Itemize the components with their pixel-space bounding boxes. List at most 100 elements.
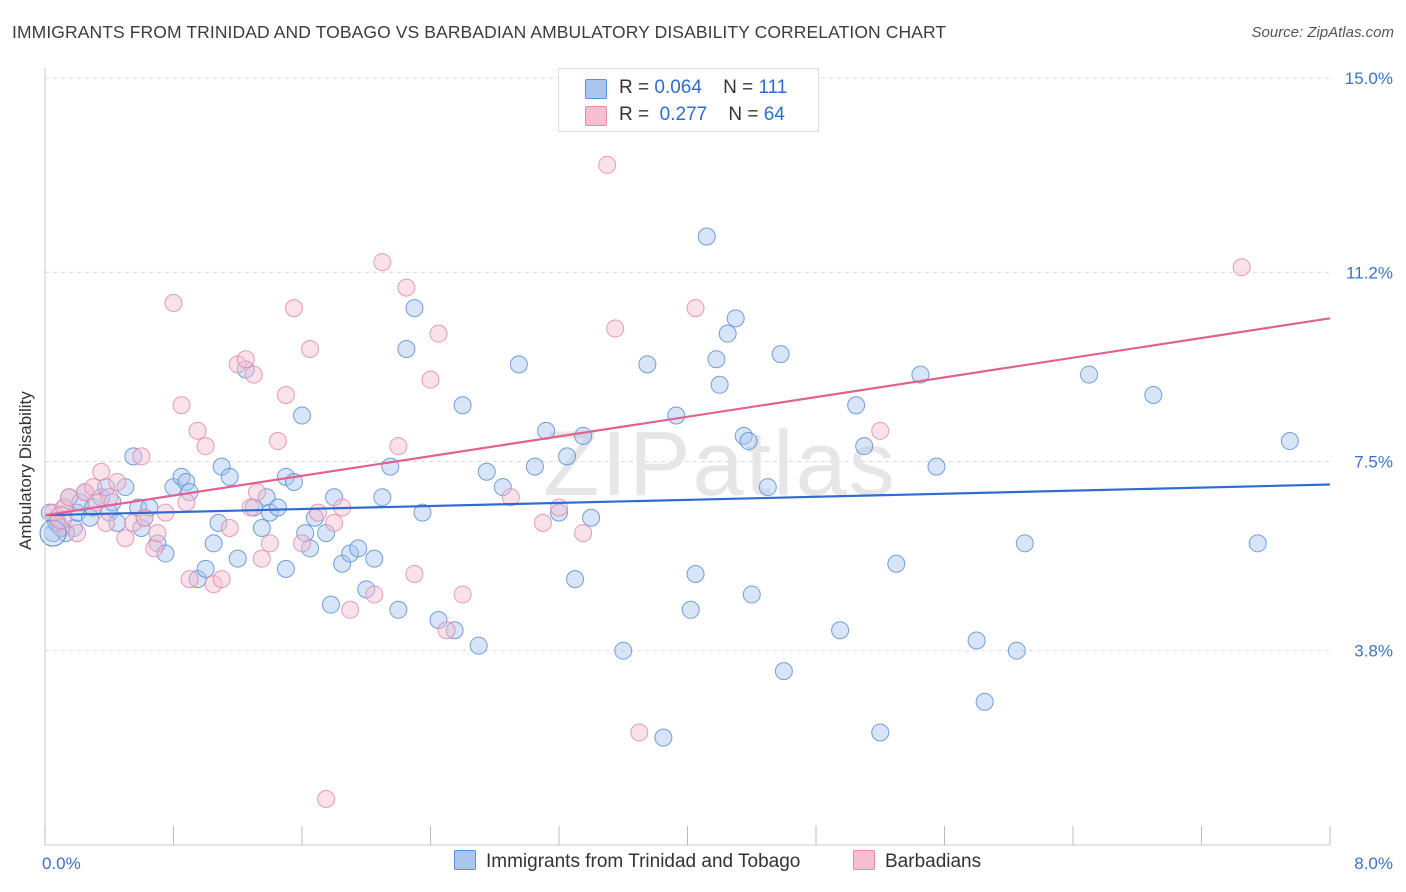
- trinidad-point: [397, 340, 416, 359]
- trinidad-point: [1280, 432, 1299, 451]
- correlation-legend: R = 0.064 N = 111 R = 0.277 N = 64: [558, 68, 819, 132]
- bottom-legend-label: Barbadians: [885, 851, 982, 872]
- bottom-legend-series1: Immigrants from Trinidad and Tobago: [454, 850, 800, 873]
- trinidad-point: [293, 406, 311, 425]
- bottom-legend-label: Immigrants from Trinidad and Tobago: [486, 851, 801, 872]
- barbadian-point: [241, 498, 260, 517]
- trinidad-point: [196, 559, 215, 578]
- trinidad-point: [453, 396, 472, 415]
- trinidad-point: [739, 432, 758, 451]
- trinidad-point: [614, 641, 633, 660]
- legend-r-value: 0.064: [654, 77, 702, 98]
- barbadian-point: [453, 585, 472, 604]
- barbadian-point: [108, 472, 127, 491]
- trinidad-point: [911, 365, 930, 384]
- trinidad-point: [252, 518, 271, 537]
- trinidad-point: [220, 467, 239, 486]
- trinidad-point: [574, 426, 593, 445]
- trinidad-point: [228, 549, 247, 568]
- source-label: Source: ZipAtlas.com: [1251, 24, 1394, 41]
- barbadian-point: [325, 513, 344, 532]
- barbadian-point: [276, 386, 295, 405]
- trinidad-point: [477, 462, 496, 481]
- barbadian-point: [260, 534, 279, 553]
- trinidad-point: [349, 539, 368, 558]
- trinidad-point: [726, 309, 745, 328]
- trinidad-point: [831, 621, 850, 640]
- barbadian-point: [188, 421, 207, 440]
- barbadian-point: [116, 529, 135, 548]
- barbadian-point: [421, 370, 440, 389]
- barbadian-point: [598, 155, 617, 174]
- trinidad-point: [204, 534, 223, 553]
- trinidad-point: [686, 564, 705, 583]
- trinidad-point: [975, 692, 994, 711]
- trinidad-point: [1015, 534, 1034, 553]
- trinidad-point: [697, 227, 716, 246]
- barbadian-point: [252, 549, 271, 568]
- barbadian-point: [686, 299, 705, 318]
- x-tick-label: 8.0%: [1354, 854, 1393, 873]
- barbadian-point: [92, 462, 111, 481]
- legend-n-label: N =: [728, 104, 759, 125]
- barbadian-point: [132, 447, 151, 466]
- trinidad-point: [734, 426, 753, 445]
- trinidad-point: [771, 345, 790, 364]
- trinidad-point: [321, 595, 340, 614]
- barbadian-point: [317, 789, 336, 808]
- x-tick-label: 0.0%: [42, 854, 81, 873]
- y-tick-label: 7.5%: [1354, 453, 1393, 472]
- legend-row-text: R = 0.277 N = 64: [619, 104, 785, 126]
- barbadian-point: [97, 513, 116, 532]
- barbadian-point: [606, 319, 625, 338]
- legend-swatch-blue: [585, 79, 607, 99]
- barbadian-point: [84, 478, 103, 497]
- legend-n-value: 111: [758, 77, 788, 98]
- trinidad-point: [172, 467, 191, 486]
- barbadian-point: [365, 585, 384, 604]
- barbadian-point: [871, 421, 890, 440]
- trend-layer: [44, 317, 1331, 517]
- trinidad-point: [550, 503, 568, 522]
- barbadian-point: [49, 506, 73, 530]
- trinidad-point: [742, 585, 761, 604]
- trinidad-point: [718, 324, 737, 343]
- barbadian-point: [405, 564, 424, 583]
- trinidad-point: [582, 508, 601, 527]
- trinidad-point: [654, 728, 673, 747]
- barbadian-point: [68, 524, 87, 543]
- legend-swatch-pink: [585, 106, 607, 126]
- trinidad-point: [1248, 534, 1267, 553]
- y-axis-label: Ambulatory Disability: [16, 391, 35, 550]
- trinidad-point: [638, 355, 657, 374]
- legend-n-value: 64: [763, 104, 785, 125]
- barbadian-point: [293, 534, 311, 553]
- trinidad-point: [758, 478, 777, 497]
- barbadian-point: [268, 432, 287, 451]
- bottom-legend-swatch-pink: [853, 850, 875, 870]
- barbadian-point: [60, 488, 79, 507]
- chart-title: IMMIGRANTS FROM TRINIDAD AND TOBAGO VS B…: [12, 22, 947, 42]
- trinidad-point: [257, 488, 276, 507]
- barbadian-point: [389, 437, 408, 456]
- barbadian-point: [574, 524, 593, 543]
- trinidad-point: [373, 488, 392, 507]
- barbadian-point: [437, 621, 456, 640]
- trinidad-point: [365, 549, 384, 568]
- trinidad-point: [156, 544, 175, 563]
- barbadian-point: [373, 253, 392, 272]
- barbadian-point: [341, 600, 360, 619]
- trinidad-point: [681, 600, 700, 619]
- barbadian-point: [145, 539, 164, 558]
- trinidad-trend-line: [44, 483, 1331, 517]
- trinidad-point: [405, 299, 424, 318]
- trinidad-point: [566, 570, 585, 589]
- barbadian-trend-line: [44, 317, 1331, 517]
- trinidad-point: [847, 396, 866, 415]
- trinidad-point: [525, 457, 544, 476]
- trinidad-point: [774, 662, 793, 681]
- barbadian-point: [220, 518, 239, 537]
- barbadian-point: [630, 723, 649, 742]
- trinidad-point: [707, 350, 726, 369]
